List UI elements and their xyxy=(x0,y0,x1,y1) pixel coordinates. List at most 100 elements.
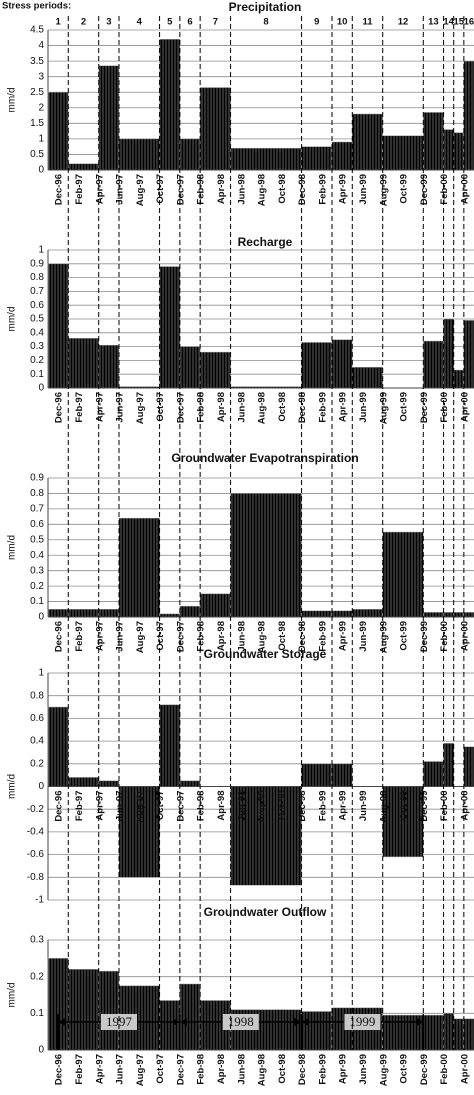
y-tick-label: -0.4 xyxy=(27,827,45,838)
x-tick-label: Apr-97 xyxy=(94,174,105,204)
year-label-bg xyxy=(222,1014,259,1030)
x-tick-label: Jun-98 xyxy=(236,1054,247,1085)
y-tick-label: 0.5 xyxy=(30,314,44,325)
y-tick-label: 0.4 xyxy=(30,327,44,338)
x-tick-label: Dec-99 xyxy=(419,392,430,423)
bar xyxy=(423,1014,444,1051)
x-tick-label: Jun-99 xyxy=(358,174,369,205)
x-tick-label: Dec-99 xyxy=(419,174,430,205)
x-tick-label: Feb-99 xyxy=(317,1054,328,1085)
y-tick-label: 2 xyxy=(38,102,44,113)
x-tick-label: Feb-99 xyxy=(317,174,328,205)
x-tick-label: Dec-98 xyxy=(297,1054,308,1085)
x-tick-label: Feb-97 xyxy=(74,1054,85,1085)
bar xyxy=(179,346,201,389)
bar xyxy=(118,517,160,618)
bar xyxy=(423,612,444,618)
bar xyxy=(230,786,302,886)
x-tick-label: Aug-99 xyxy=(378,392,389,424)
x-tick-label: Dec-99 xyxy=(419,621,430,652)
y-tick-label: 0.4 xyxy=(30,550,44,561)
x-tick-label: Feb-98 xyxy=(196,621,207,652)
y-tick-label: 0.7 xyxy=(30,504,44,515)
x-tick-label: Oct-99 xyxy=(399,791,410,821)
y-tick-label: 0.3 xyxy=(30,935,44,946)
x-tick-label: Apr-97 xyxy=(94,1054,105,1084)
x-tick-label: Aug-98 xyxy=(257,621,268,653)
bar xyxy=(443,318,454,389)
stress-period-number: 9 xyxy=(314,17,319,28)
x-tick-label: Feb-00 xyxy=(439,392,450,423)
year-label-bg xyxy=(101,1014,137,1030)
stress-period-number: 3 xyxy=(106,17,111,28)
y-tick-label: 0 xyxy=(38,165,44,176)
bar xyxy=(463,320,474,389)
x-tick-label: Oct-99 xyxy=(399,392,410,422)
y-tick-label: 0.4 xyxy=(30,736,44,747)
y-tick-label: 0.9 xyxy=(30,258,44,269)
x-tick-label: Dec-97 xyxy=(175,791,186,822)
x-tick-label: Feb-98 xyxy=(196,174,207,205)
x-tick-label: Aug-99 xyxy=(378,1054,389,1086)
y-tick-label: 0 xyxy=(38,383,44,394)
bar xyxy=(199,351,231,389)
year-label: 1998 xyxy=(228,1014,254,1029)
y-tick-label: 0.6 xyxy=(30,300,44,311)
y-tick-label: -0.2 xyxy=(27,804,45,815)
x-tick-label: Aug-99 xyxy=(378,791,389,823)
stress-period-number: 5 xyxy=(167,17,173,28)
x-tick-label: Aug-97 xyxy=(135,1054,146,1086)
bar xyxy=(98,65,120,171)
y-tick-label: -0.6 xyxy=(27,849,45,860)
bar xyxy=(423,112,444,171)
x-tick-label: Jun-98 xyxy=(236,392,247,423)
y-axis-label: mm/d xyxy=(7,535,18,560)
year-label: 1999 xyxy=(349,1014,375,1029)
bar xyxy=(301,342,333,389)
x-tick-label: Oct-98 xyxy=(277,621,288,651)
x-tick-label: Dec-96 xyxy=(54,392,65,423)
bar xyxy=(159,704,181,787)
x-tick-label: Jun-97 xyxy=(115,1054,126,1085)
bar xyxy=(443,743,454,787)
x-tick-label: Feb-97 xyxy=(74,174,85,205)
x-tick-label: Jun-97 xyxy=(115,791,126,822)
bar xyxy=(199,87,231,171)
bar xyxy=(68,609,99,618)
y-tick-label: 1 xyxy=(38,134,44,145)
y-tick-label: 0.1 xyxy=(30,596,44,607)
y-tick-label: 2.5 xyxy=(30,87,44,98)
bar xyxy=(68,969,99,1051)
y-tick-label: 0.5 xyxy=(30,149,44,160)
x-tick-label: Jun-97 xyxy=(115,174,126,205)
x-tick-label: Apr-99 xyxy=(338,621,349,651)
x-tick-label: Dec-99 xyxy=(419,791,430,822)
chart-title: Groundwater Outflow xyxy=(204,905,327,919)
y-tick-label: 0.3 xyxy=(30,341,44,352)
x-tick-label: Oct-97 xyxy=(155,174,166,204)
y-tick-label: -0.8 xyxy=(27,872,45,883)
y-tick-label: 0.6 xyxy=(30,713,44,724)
x-tick-label: Dec-99 xyxy=(419,1054,430,1085)
x-tick-label: Aug-97 xyxy=(135,392,146,424)
x-tick-label: Oct-98 xyxy=(277,1054,288,1084)
bar xyxy=(352,113,383,171)
x-tick-label: Aug-97 xyxy=(135,621,146,653)
x-tick-label: Jun-97 xyxy=(115,392,126,423)
y-tick-label: 0.1 xyxy=(30,1008,44,1019)
y-axis-label: mm/d xyxy=(7,983,18,1008)
stress-period-number: 8 xyxy=(263,17,268,28)
y-axis-label: mm/d xyxy=(7,88,18,113)
x-tick-label: Jun-99 xyxy=(358,392,369,423)
y-tick-label: 0.5 xyxy=(30,534,44,545)
x-tick-label: Jun-97 xyxy=(115,621,126,652)
x-tick-label: Aug-98 xyxy=(257,791,268,823)
bar xyxy=(68,338,99,389)
chart-title: Groundwater Storage xyxy=(204,647,327,661)
bar xyxy=(199,593,231,618)
x-tick-label: Jun-98 xyxy=(236,621,247,652)
x-tick-label: Apr-99 xyxy=(338,791,349,821)
bar xyxy=(301,1011,333,1051)
bar xyxy=(179,983,201,1051)
bar xyxy=(98,344,120,389)
